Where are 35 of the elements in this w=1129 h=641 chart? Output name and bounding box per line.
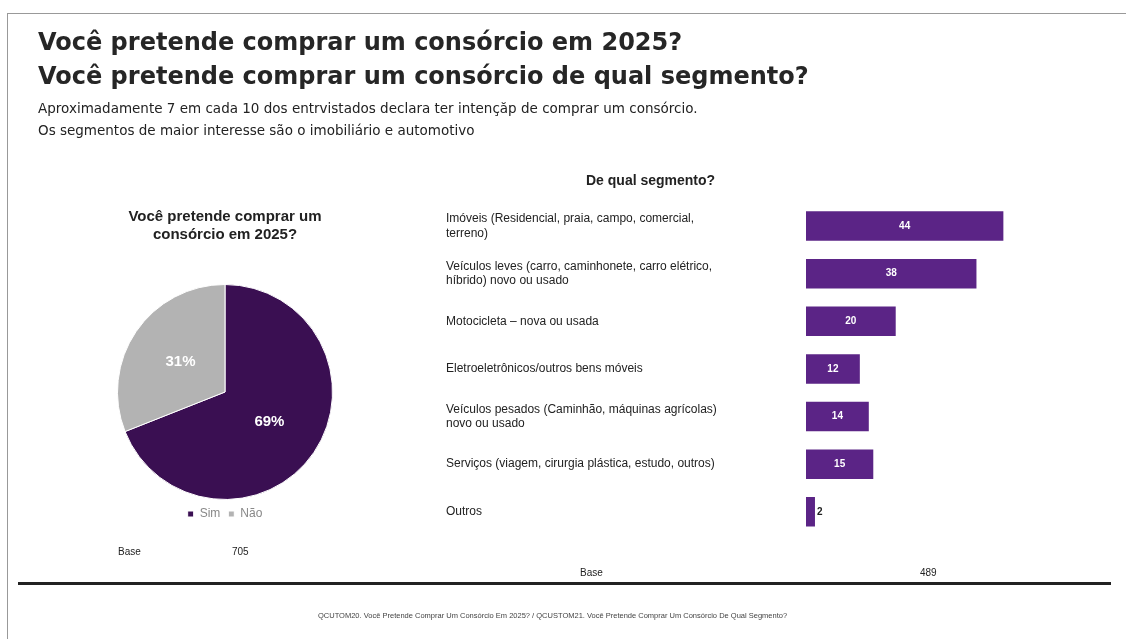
y-tick-label: Outros [446, 504, 483, 519]
y-tick-label: Serviços (viagem, cirurgia plástica, estudo, outros) [446, 456, 715, 471]
data-label: 15 [834, 457, 846, 469]
data-label: 31% [165, 351, 196, 369]
y-tick-label: Veículos pesados (Caminhão, máquinas agrícolas) novo ou usado [446, 401, 717, 431]
bar [806, 211, 1004, 241]
legend-label: Não [240, 506, 263, 521]
text: De qual segmento? [586, 172, 716, 188]
bar [806, 354, 860, 384]
text: Você pretende comprar um consórcio em 2025? [38, 28, 683, 56]
y-tick-label: Motocicleta – nova ou usada [446, 313, 600, 328]
data-label: 69% [254, 412, 285, 430]
data-label: 38 [885, 267, 898, 279]
data-label: 12 [827, 362, 839, 374]
text: 705 [232, 546, 249, 557]
bar [806, 449, 874, 479]
text: Base [580, 567, 603, 578]
text: 489 [920, 567, 937, 578]
text: Os segmentos de maior interesse são o imobiliário e automotivo [38, 122, 475, 138]
data-label: 14 [831, 410, 844, 422]
text: Você pretende comprar um consórcio de qual segmento? [38, 62, 809, 90]
y-tick-label: Veículos leves (carro, caminhonete, carro elétrico, híbrido) novo ou usado [446, 258, 713, 288]
text: Aproximadamente 7 em cada 10 dos entrvistados declara ter intençăp de comprar um consórcio. [38, 100, 698, 116]
text: Base [118, 546, 141, 557]
data-label: 2 [816, 505, 823, 517]
y-tick-label: Eletroeletrônicos/outros bens móveis [446, 361, 643, 376]
data-label: 44 [899, 219, 911, 231]
bar [806, 306, 896, 337]
bar [806, 401, 869, 432]
legend-label: Sim [199, 506, 221, 521]
chart-title: Você pretende comprar um consórcio em 2025? [128, 207, 322, 243]
y-tick-label: Imóveis (Residencial, praia, campo, comercial, terreno) [446, 211, 695, 240]
bar [806, 258, 977, 289]
data-label: 20 [845, 315, 857, 327]
bar [806, 497, 815, 527]
